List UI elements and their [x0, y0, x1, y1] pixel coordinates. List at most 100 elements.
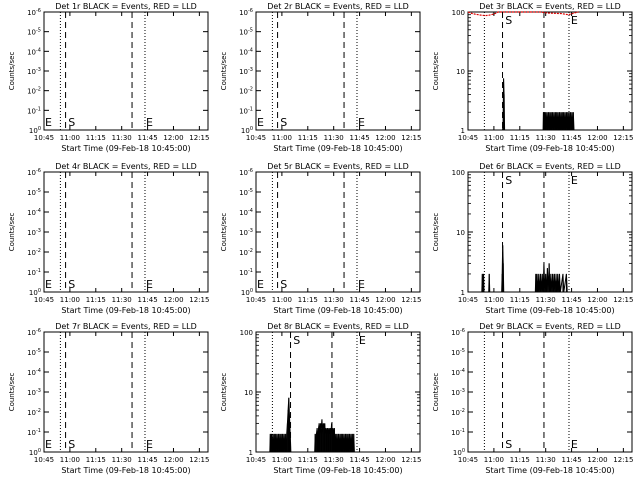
end-marker-label: E — [571, 438, 578, 451]
x-tick-label: 11:45 — [137, 134, 157, 142]
x-tick-label: 11:45 — [561, 296, 581, 304]
x-tick-label: 12:15 — [613, 134, 633, 142]
x-tick-label: 10:45 — [246, 134, 266, 142]
y-tick-label: 10-6 — [239, 168, 253, 177]
x-tick-label: 11:45 — [349, 296, 369, 304]
x-tick-label: 11:45 — [349, 134, 369, 142]
x-tick-label: 11:15 — [86, 296, 106, 304]
x-tick-label: 12:00 — [163, 296, 183, 304]
x-tick-label: 10:45 — [34, 456, 54, 464]
y-tick-label: 10-2 — [27, 248, 41, 257]
y-tick-label: 10-1 — [27, 428, 41, 437]
panel-title: Det 7r BLACK = Events, RED = LLD — [55, 322, 197, 331]
x-tick-label: 11:00 — [60, 456, 80, 464]
y-tick-exponent: -4 — [36, 368, 41, 374]
y-tick-label: 10 — [244, 389, 253, 397]
panel-det-3: Det 3r BLACK = Events, RED = LLD 10:45 11:… — [432, 2, 633, 153]
y-tick-label: 10-2 — [27, 87, 41, 96]
y-tick-exponent: -3 — [248, 67, 253, 73]
x-tick-label: 11:00 — [272, 296, 292, 304]
y-tick-exponent: -3 — [248, 228, 253, 234]
y-tick-label: 10-3 — [451, 388, 465, 397]
x-tick-label: 11:15 — [86, 134, 106, 142]
x-axis-label: Start Time (09-Feb-18 10:45:00) — [273, 144, 402, 153]
y-tick-label: 100 — [241, 126, 253, 135]
y-tick-exponent: 0 — [38, 288, 41, 294]
plot-frame — [255, 171, 421, 293]
panel-det-1: Det 1r BLACK = Events, RED = LLD 10:45 11:… — [8, 2, 209, 153]
y-axis-label: Counts/sec — [8, 213, 16, 252]
y-tick-label: 10-1 — [27, 268, 41, 277]
panel-title: Det 9r BLACK = Events, RED = LLD — [479, 322, 621, 331]
panel-det-5: Det 5r BLACK = Events, RED = LLD 10:45 11:… — [220, 162, 421, 315]
start-marker-label: S — [68, 438, 75, 451]
y-tick-exponent: -3 — [36, 67, 41, 73]
y-tick-label: 10-6 — [451, 328, 465, 337]
y-tick-exponent: 0 — [462, 448, 465, 454]
x-axis-label: Start Time (09-Feb-18 10:45:00) — [61, 306, 190, 315]
x-tick-label: 10:45 — [246, 296, 266, 304]
lld-series-line — [467, 11, 579, 17]
start-marker-label: S — [505, 438, 512, 451]
panel-title: Det 5r BLACK = Events, RED = LLD — [267, 162, 409, 171]
x-tick-label: 11:30 — [324, 456, 344, 464]
y-axis-label: Counts/sec — [8, 373, 16, 412]
y-tick-label: 10-4 — [27, 208, 41, 217]
y-tick-exponent: -4 — [248, 208, 253, 214]
x-tick-label: 11:30 — [112, 296, 132, 304]
y-axis-label: Counts/sec — [8, 52, 16, 91]
panel-title: Det 4r BLACK = Events, RED = LLD — [55, 162, 197, 171]
y-tick-label: 10-5 — [451, 348, 465, 357]
y-tick-exponent: -1 — [36, 428, 41, 434]
y-tick-exponent: -6 — [248, 8, 253, 14]
end-marker-label: E — [146, 438, 153, 451]
plot-frame — [467, 331, 633, 453]
y-tick-exponent: -2 — [36, 408, 41, 414]
y-tick-exponent: -4 — [36, 208, 41, 214]
y-tick-label: 10-4 — [451, 368, 465, 377]
y-tick-label: 10-6 — [27, 328, 41, 337]
x-tick-label: 11:45 — [561, 456, 581, 464]
x-tick-label: 12:15 — [401, 134, 421, 142]
y-tick-exponent: -5 — [460, 348, 465, 354]
plot-frame — [255, 331, 421, 453]
y-tick-exponent: 0 — [250, 126, 253, 132]
x-tick-label: 11:15 — [86, 456, 106, 464]
x-tick-label: 11:00 — [60, 134, 80, 142]
x-tick-label: 12:00 — [163, 134, 183, 142]
x-tick-label: 12:15 — [613, 296, 633, 304]
x-tick-label: 11:45 — [137, 456, 157, 464]
y-tick-label: 10-5 — [27, 188, 41, 197]
y-tick-exponent: -2 — [36, 248, 41, 254]
y-tick-exponent: -4 — [460, 368, 465, 374]
x-tick-label: 10:45 — [34, 134, 54, 142]
start-marker-label: S — [505, 174, 512, 187]
y-tick-label: 100 — [241, 288, 253, 297]
y-tick-exponent: -1 — [460, 428, 465, 434]
panel-det-4: Det 4r BLACK = Events, RED = LLD 10:45 11:… — [8, 162, 209, 315]
x-tick-label: 12:15 — [613, 456, 633, 464]
y-axis-label: Counts/sec — [432, 373, 440, 412]
x-tick-label: 10:45 — [246, 456, 266, 464]
panel-det-8: Det 8r BLACK = Events, RED = LLD 10:45 11:… — [220, 322, 421, 475]
y-tick-label: 100 — [452, 9, 465, 17]
x-tick-label: 12:00 — [375, 456, 395, 464]
x-tick-label: 11:15 — [298, 134, 318, 142]
y-axis-label: Counts/sec — [220, 52, 228, 91]
y-tick-label: 10-4 — [27, 368, 41, 377]
y-tick-exponent: -6 — [460, 328, 465, 334]
x-tick-label: 11:30 — [324, 296, 344, 304]
plot-frame — [43, 171, 209, 293]
x-tick-label: 11:00 — [60, 296, 80, 304]
y-tick-label: 10 — [456, 229, 465, 237]
x-tick-label: 12:15 — [189, 456, 209, 464]
y-tick-exponent: -6 — [36, 168, 41, 174]
panel-det-2: Det 2r BLACK = Events, RED = LLD 10:45 11:… — [220, 2, 421, 153]
y-tick-label: 1 — [461, 289, 465, 297]
y-tick-label: 10-2 — [239, 87, 253, 96]
x-tick-label: 12:00 — [375, 134, 395, 142]
y-tick-exponent: -6 — [36, 328, 41, 334]
x-tick-label: 11:00 — [272, 134, 292, 142]
start-marker-label: S — [280, 278, 287, 291]
